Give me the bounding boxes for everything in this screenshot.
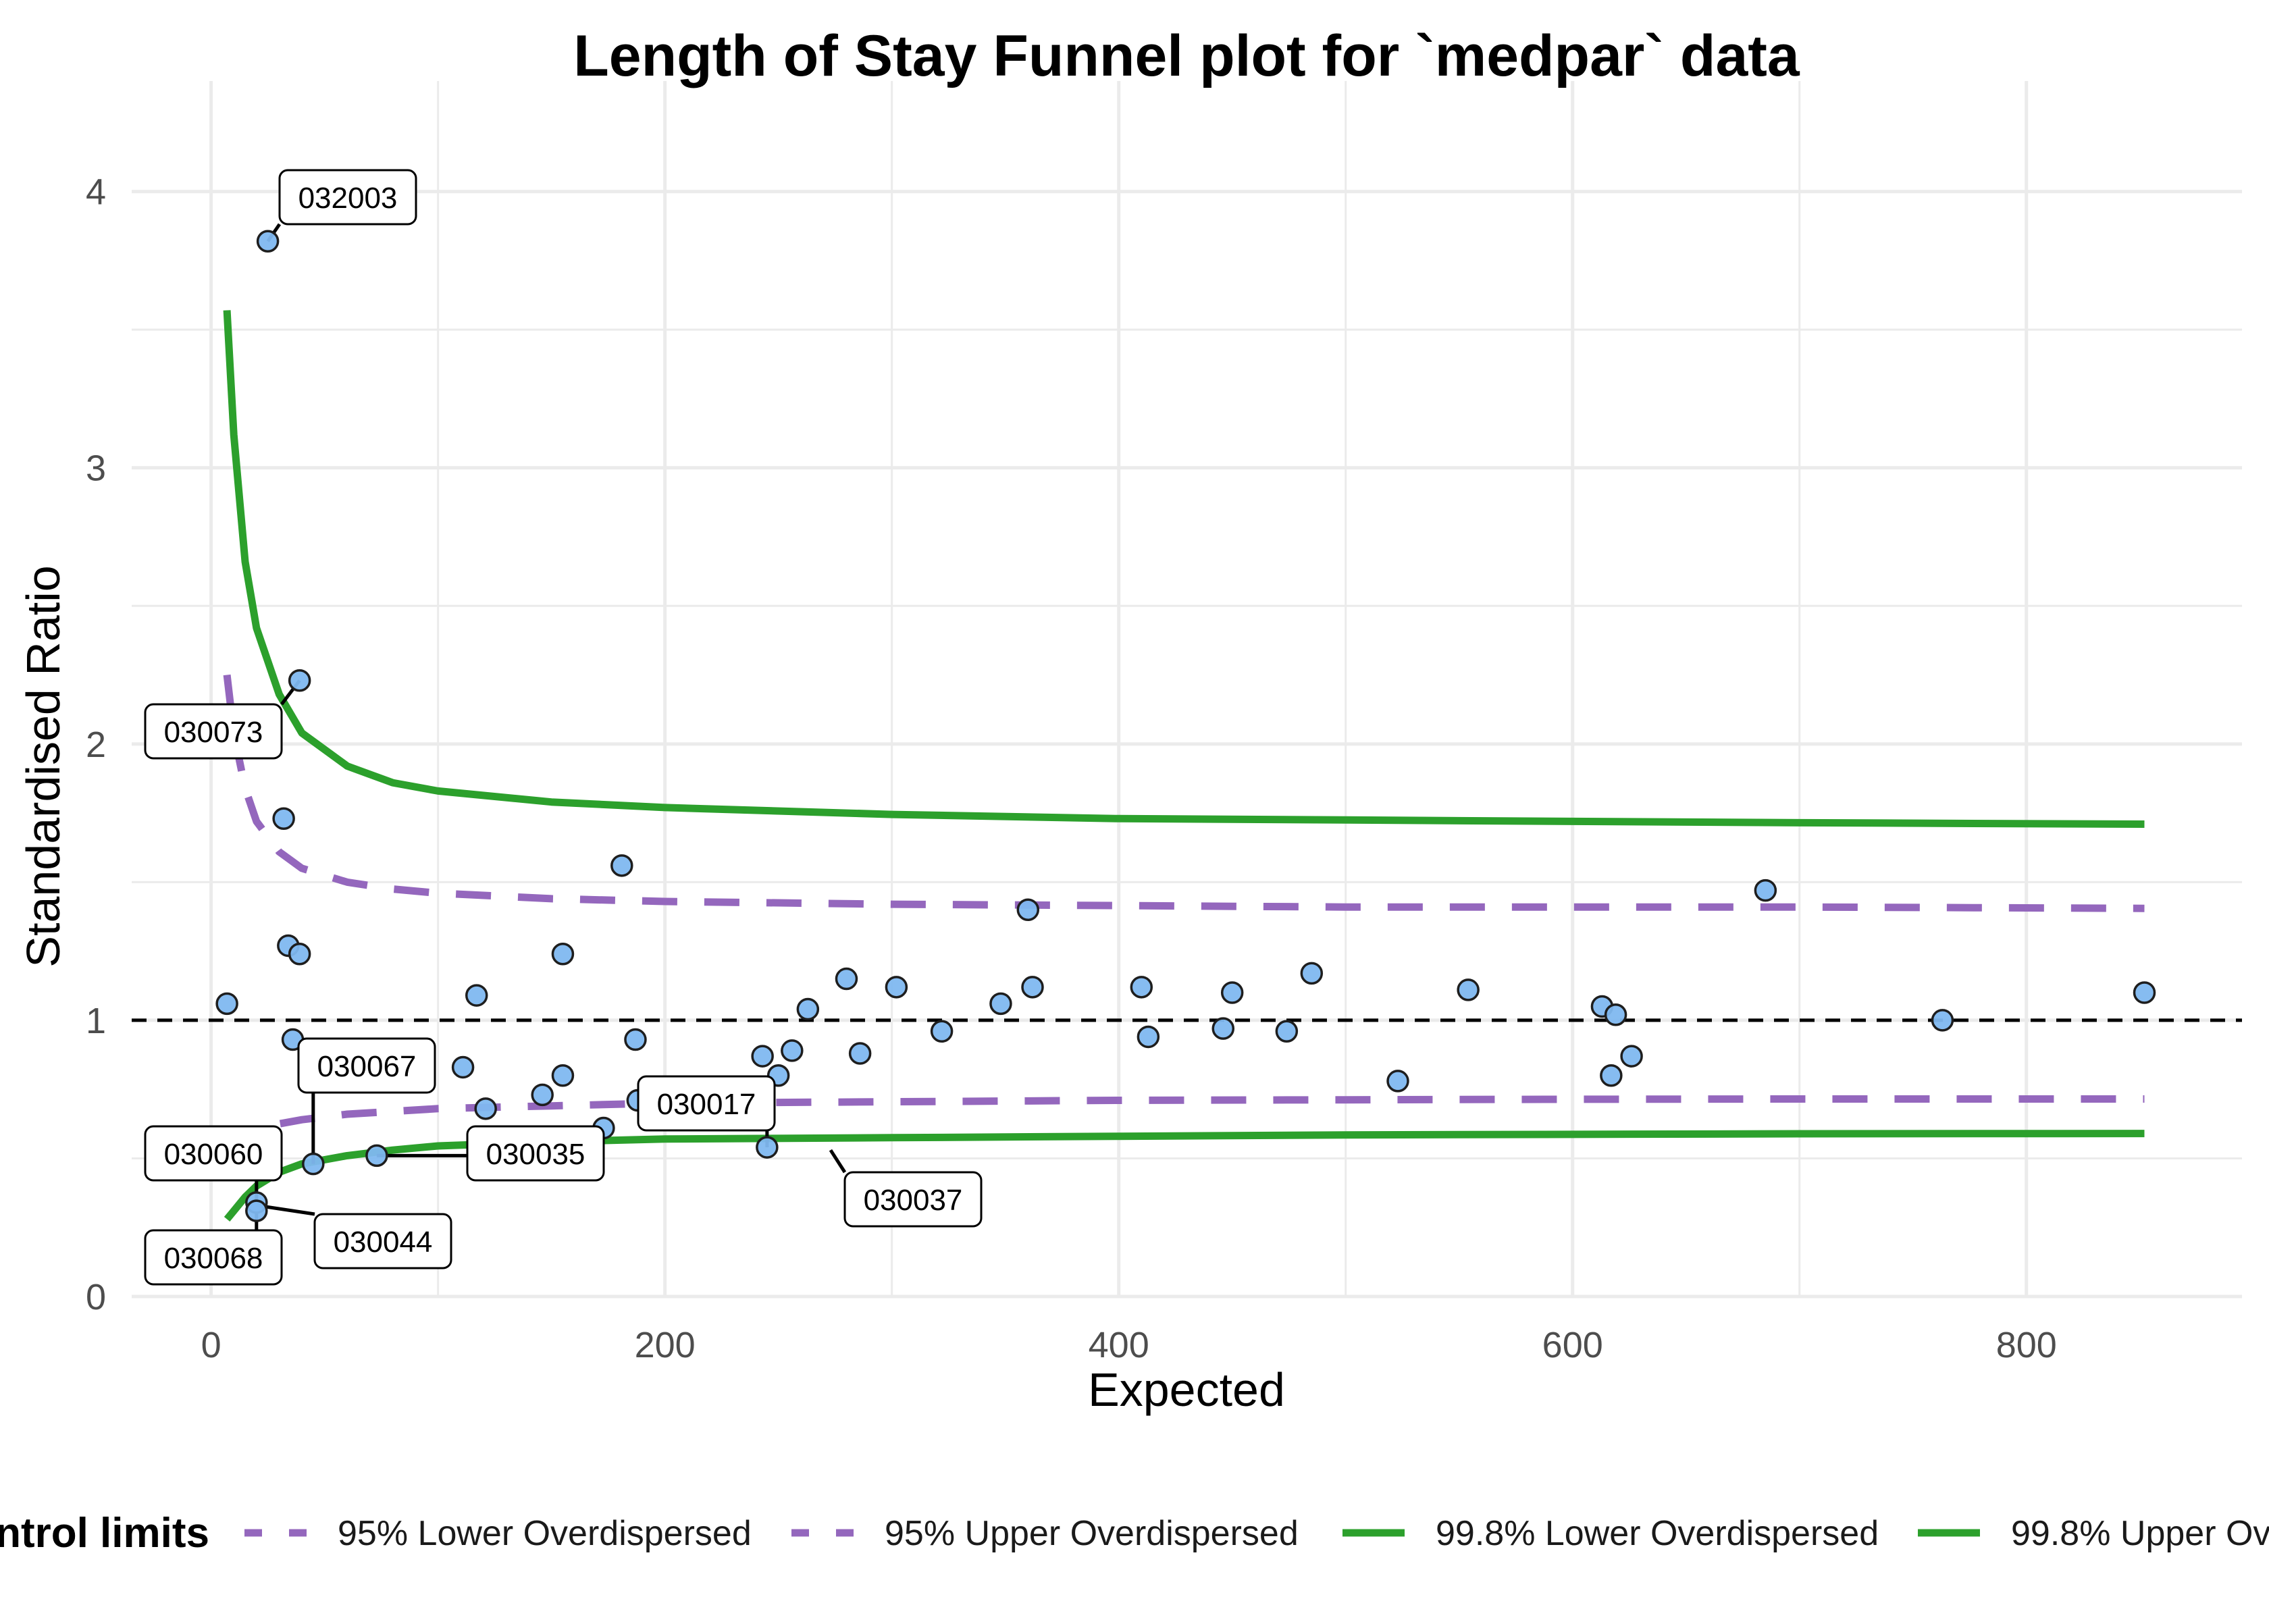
y-tick-label: 3 — [86, 448, 106, 489]
annotation-label: 030037 — [864, 1184, 963, 1217]
data-point — [624, 1028, 647, 1051]
data-point — [302, 1152, 325, 1176]
data-point — [756, 1136, 779, 1159]
y-tick-label: 1 — [86, 1001, 106, 1041]
data-point — [1220, 981, 1244, 1004]
y-axis-title: Standardised Ratio — [17, 565, 70, 967]
grid-layer — [132, 81, 2242, 1299]
data-point — [1021, 976, 1044, 999]
data-point — [288, 942, 311, 966]
data-point — [2133, 981, 2156, 1004]
y-tick-label: 4 — [86, 172, 106, 213]
data-point — [215, 992, 238, 1016]
limit-998-upper-line — [223, 310, 2145, 828]
legend-label: 99.8% Lower Overdispersed — [1436, 1514, 1879, 1553]
chart-title: Length of Stay Funnel plot for `medpar` … — [573, 24, 1800, 88]
data-point — [1016, 898, 1040, 922]
annotation-box — [843, 1171, 983, 1228]
data-point — [1754, 879, 1777, 902]
annotation-box — [297, 1037, 436, 1094]
data-point — [885, 976, 908, 999]
x-tick-label: 400 — [1089, 1325, 1149, 1365]
control-limits-layer — [223, 310, 2145, 1222]
data-point — [1600, 1064, 1623, 1087]
annotation-leader — [829, 1149, 847, 1174]
data-point — [1211, 1017, 1235, 1040]
limit-95-upper-line — [223, 674, 2145, 912]
data-point — [474, 1097, 497, 1120]
data-point — [1931, 1009, 1954, 1032]
legend: Control limits 95% Lower Overdispersed 95… — [0, 1510, 2269, 1556]
annotation-label: 030044 — [334, 1226, 433, 1259]
data-point — [848, 1042, 872, 1065]
y-tick-label: 2 — [86, 725, 106, 765]
annotation-label: 030060 — [164, 1138, 263, 1171]
data-point — [610, 854, 633, 877]
data-point — [365, 1144, 388, 1168]
data-point — [1386, 1070, 1409, 1093]
data-point — [551, 942, 575, 966]
data-point — [288, 669, 311, 692]
data-point — [465, 984, 488, 1007]
data-point — [1457, 978, 1480, 1001]
legend-label: 99.8% Upper Overdispersed — [2011, 1514, 2269, 1553]
legend-title: Control limits — [0, 1510, 209, 1556]
data-point — [1130, 976, 1153, 999]
annotation-box — [144, 1125, 283, 1182]
annotation-box — [278, 169, 417, 226]
annotation-box — [466, 1125, 605, 1182]
data-point — [256, 230, 280, 253]
data-point — [835, 967, 858, 991]
data-point — [245, 1199, 268, 1222]
data-point — [1604, 1003, 1627, 1026]
annotation-label: 032003 — [298, 182, 398, 215]
annotation-box — [144, 703, 283, 760]
annotation-box — [313, 1213, 452, 1269]
data-point — [531, 1083, 554, 1107]
annotation-label: 030068 — [164, 1242, 263, 1275]
data-point — [451, 1055, 475, 1079]
limit-998-lower-line — [224, 1130, 2145, 1222]
points-layer — [215, 230, 2156, 1222]
x-tick-label: 800 — [1996, 1325, 2057, 1365]
x-tick-label: 600 — [1542, 1325, 1603, 1365]
data-point — [1300, 962, 1324, 985]
data-point — [1275, 1020, 1299, 1043]
annotation-box — [144, 1229, 283, 1286]
annotation-box — [637, 1075, 776, 1132]
annotation-label: 030017 — [657, 1088, 756, 1121]
annotation-labels-layer: 032003 030073 030067 030060 030068 030044 0300… — [144, 169, 983, 1286]
legend-label: 95% Lower Overdispersed — [338, 1514, 752, 1553]
y-tick-label: 0 — [86, 1277, 106, 1317]
x-tick-label: 200 — [635, 1325, 696, 1365]
data-point — [796, 997, 820, 1021]
annotation-label: 030067 — [317, 1050, 417, 1083]
x-axis-title: Expected — [1088, 1363, 1285, 1416]
tick-labels-layer: 0 200 400 600 800 0 1 2 3 4 — [86, 172, 2057, 1365]
data-point — [272, 807, 295, 831]
annotation-label: 030073 — [164, 716, 263, 749]
data-point — [751, 1045, 774, 1068]
annotation-label: 030035 — [486, 1138, 585, 1171]
data-point — [930, 1020, 954, 1043]
data-point — [781, 1039, 804, 1062]
data-point — [1137, 1025, 1160, 1049]
data-point — [989, 992, 1012, 1016]
x-tick-label: 0 — [201, 1325, 221, 1365]
legend-label: 95% Upper Overdispersed — [885, 1514, 1299, 1553]
data-point — [551, 1064, 575, 1087]
data-point — [1620, 1045, 1643, 1068]
